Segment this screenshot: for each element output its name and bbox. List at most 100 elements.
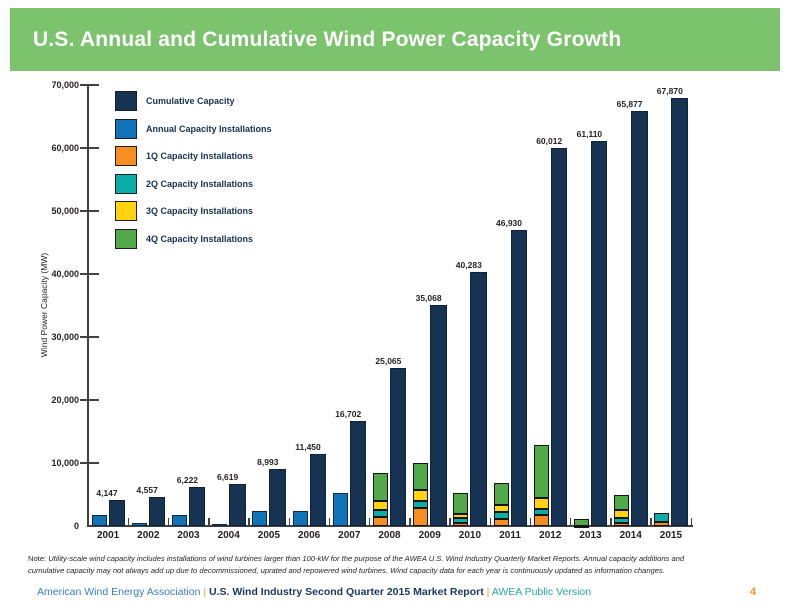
footnote-line-2: cumulative capacity may not always add u…: [28, 565, 665, 575]
y-tick-label: 40,000: [51, 268, 79, 279]
y-tick: [80, 210, 99, 212]
x-axis-year-label: 2007: [338, 530, 361, 541]
q4-bar-segment: [493, 483, 509, 505]
legend-label: 1Q Capacity Installations: [146, 151, 254, 162]
legend-swatch-annual: [115, 118, 137, 139]
annual-capacity-bar: [332, 492, 348, 526]
x-axis-year-label: 2013: [579, 530, 602, 541]
cumulative-capacity-bar: [631, 110, 648, 526]
x-axis-year-label: 2012: [539, 530, 562, 541]
footnote: Note: Utility-scale wind capacity includ…: [28, 553, 768, 576]
footer-separator-2: |: [486, 586, 490, 598]
wind-capacity-chart: Wind Power Capacity (MW) 0 10,000 20,000 30…: [0, 72, 790, 552]
annual-capacity-bar: [131, 523, 147, 526]
q4-bar-segment: [453, 493, 469, 514]
q1-bar-segment: [654, 522, 670, 526]
x-tick: [409, 518, 411, 526]
x-tick: [569, 518, 572, 526]
legend-swatch-q4: [115, 229, 137, 249]
slide-title-banner: U.S. Annual and Cumulative Wind Power Ca…: [10, 8, 780, 71]
q2-bar-segment: [614, 518, 630, 524]
cumulative-capacity-bar: [389, 368, 407, 526]
x-tick: [368, 518, 371, 526]
cumulative-capacity-bar: [229, 484, 246, 526]
cumulative-value-label: 8,993: [257, 457, 279, 468]
cumulative-value-label: 25,065: [375, 356, 402, 367]
footer-version: AWEA Public Version: [491, 586, 592, 598]
cumulative-value-label: 11,450: [295, 441, 321, 452]
q3-bar-segment: [614, 510, 630, 518]
cumulative-value-label: 4,147: [96, 487, 118, 498]
x-tick: [248, 518, 250, 526]
q1-bar-segment: [493, 518, 509, 526]
x-axis-year-label: 2005: [257, 530, 281, 541]
footer-separator-1: |: [203, 586, 207, 598]
x-tick: [167, 518, 170, 526]
annual-capacity-bar: [292, 510, 308, 526]
chart-legend: Cumulative Capacity Annual Capacity Insta…: [115, 91, 365, 261]
legend-item: 4Q Capacity Installations: [115, 229, 253, 249]
x-axis-year-label: 2001: [96, 530, 120, 541]
legend-swatch-q1: [115, 146, 137, 167]
cumulative-value-label: 35,068: [415, 293, 442, 304]
x-tick: [127, 518, 130, 526]
legend-item: Annual Capacity Installations: [115, 118, 272, 139]
cumulative-value-label: 40,283: [455, 260, 482, 271]
annual-capacity-bar: [91, 515, 107, 526]
y-tick: [80, 84, 99, 86]
cumulative-capacity-bar: [430, 305, 447, 526]
footer-organization: American Wind Energy Association: [37, 586, 201, 598]
q4-bar-segment: [533, 444, 549, 498]
cumulative-capacity-bar: [510, 230, 527, 526]
x-axis-year-label: 2011: [499, 530, 521, 541]
cumulative-value-label: 67,870: [656, 86, 683, 97]
cumulative-capacity-bar: [148, 497, 166, 526]
x-tick: [650, 518, 652, 526]
x-tick: [288, 518, 290, 526]
footer-report-title: U.S. Wind Industry Second Quarter 2015 M…: [208, 586, 484, 598]
page-number: 4: [750, 586, 757, 598]
slide-title: U.S. Annual and Cumulative Wind Power Ca…: [33, 27, 622, 51]
cumulative-capacity-bar: [309, 453, 326, 526]
x-tick: [690, 518, 692, 526]
y-tick-label: 10,000: [51, 457, 79, 468]
y-axis-line: [87, 85, 89, 526]
annual-capacity-bar: [252, 511, 268, 526]
annual-capacity-bar: [212, 523, 228, 526]
cumulative-value-label: 46,930: [496, 218, 522, 229]
legend-item: 3Q Capacity Installations: [115, 201, 254, 222]
cumulative-capacity-bar: [108, 499, 125, 526]
x-tick: [529, 518, 532, 526]
q3-bar-segment: [453, 513, 469, 519]
y-tick-label: 50,000: [51, 205, 79, 216]
x-tick: [449, 518, 451, 526]
footnote-label: Note:: [28, 554, 47, 563]
legend-label: 3Q Capacity Installations: [146, 206, 254, 217]
footnote-line-1: Note: Utility-scale wind capacity includ…: [28, 553, 768, 565]
cumulative-capacity-bar: [671, 98, 688, 526]
footnote-text-1: Utility-scale wind capacity includes ins…: [48, 554, 685, 563]
cumulative-capacity-bar: [470, 272, 487, 526]
legend-label: Cumulative Capacity: [146, 96, 235, 106]
legend-item: 1Q Capacity Installations: [115, 146, 254, 167]
y-tick: [80, 336, 99, 338]
legend-swatch-q3: [115, 201, 137, 222]
footer: American Wind Energy Association | U.S. …: [37, 586, 777, 598]
q1-bar-segment: [533, 515, 549, 526]
legend-swatch-cumulative: [115, 91, 137, 111]
q1-bar-segment: [614, 523, 630, 526]
y-tick-label: 0: [73, 520, 79, 531]
cumulative-value-label: 16,702: [335, 408, 362, 419]
y-tick-label: 20,000: [51, 394, 79, 405]
x-axis-year-label: 2003: [177, 530, 200, 541]
q4-bar-segment: [372, 473, 388, 501]
x-tick: [328, 518, 331, 526]
x-axis-year-label: 2002: [137, 530, 160, 541]
q2-bar-segment: [413, 500, 429, 509]
y-tick-label: 30,000: [51, 331, 79, 342]
x-tick: [610, 518, 612, 526]
legend-label: 4Q Capacity Installations: [146, 234, 254, 244]
q3-bar-segment: [413, 490, 429, 501]
legend-item: Cumulative Capacity: [115, 91, 235, 111]
cumulative-value-label: 6,619: [216, 472, 239, 483]
